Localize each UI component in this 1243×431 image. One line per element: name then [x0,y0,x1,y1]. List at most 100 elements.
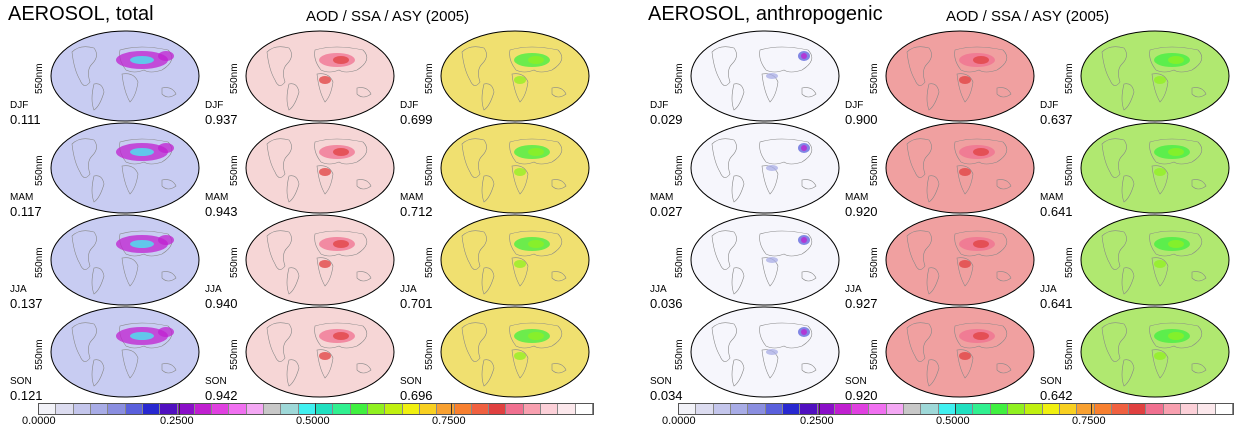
continent-outline [286,83,300,111]
continent-outline [759,46,813,73]
continent-outline [1149,322,1203,349]
colorbar-cell [817,404,835,414]
continent-outline [481,175,495,203]
colorbar-cell [973,404,991,414]
map-hotspot [801,145,807,151]
continent-outline [511,165,529,195]
season-label: DJF [650,100,669,111]
continent-outline [711,138,737,178]
continent-outline [91,175,105,203]
colorbar-cell [869,404,887,414]
colorbar-cell [1129,404,1147,414]
continent-outline [266,322,292,362]
colorbar-cell [938,404,956,414]
colorbar-cell [834,404,853,414]
colorbar-cell [1163,404,1182,414]
asy-map-mam [440,122,590,214]
continent-outline [954,138,1008,165]
colorbar-cell [575,404,593,414]
panel-subtitle: AOD / SSA / ASY (2005) [946,8,1110,25]
aod-value: 0.034 [650,388,683,403]
continent-outline [1149,46,1203,73]
wavelength-label: 550nm [1064,63,1075,94]
colorbar-cell [696,404,714,414]
continent-outline [801,271,817,282]
map-hotspot [1154,352,1166,360]
asy-value: 0.712 [400,204,433,219]
colorbar-cell [73,404,91,414]
continent-outline [926,83,940,111]
colorbar-cell [454,404,472,414]
colorbar-cell [1059,404,1078,414]
colorbar-cell [1198,404,1216,414]
map-globe [1080,306,1230,398]
continent-outline [91,267,105,295]
continent-outline [1151,349,1169,379]
map-hotspot [319,260,331,268]
asy-value: 0.696 [400,388,433,403]
colorbar-cell [489,404,507,414]
asy-map-son [440,306,590,398]
map-hotspot [333,148,349,156]
map-hotspot [973,240,989,248]
ssa-map-jja [245,214,395,306]
map-hotspot [333,240,349,248]
continent-outline [906,230,932,270]
season-label: JJA [10,284,27,295]
continent-outline [1151,165,1169,195]
ssa-value: 0.937 [205,112,238,127]
colorbar-cell [1111,404,1130,414]
continent-outline [481,83,495,111]
wavelength-label: 550nm [229,247,240,278]
continent-outline [511,73,529,103]
map-hotspot [766,165,778,171]
continent-outline [461,322,487,362]
continent-outline [1101,230,1127,270]
ssa-map-djf [245,30,395,122]
aod-value: 0.029 [650,112,683,127]
continent-outline [731,359,745,387]
colorbar-cell [765,404,783,414]
continent-outline [71,230,97,270]
continent-outline [461,138,487,178]
map-hotspot [514,260,526,268]
continent-outline [1191,179,1207,190]
map-hotspot [528,148,544,156]
continent-outline [71,46,97,86]
map-hotspot [959,168,971,176]
continent-outline [286,359,300,387]
map-hotspot [801,237,807,243]
asy-map-jja [1080,214,1230,306]
colorbar-cell [713,404,731,414]
colorbar-cell [419,404,438,414]
colorbar-cell [125,404,143,414]
season-label: SON [1040,376,1062,387]
colorbar-cell [56,404,74,414]
colorbar-tick-label: 0.5000 [296,415,330,427]
colorbar-cell [886,404,905,414]
map-hotspot [158,235,174,245]
continent-outline [71,322,97,362]
season-label: SON [205,376,227,387]
map-hotspot [319,168,331,176]
continent-outline [996,87,1012,98]
season-label: SON [10,376,32,387]
colorbar-tick-mark [451,403,452,415]
season-label: MAM [845,192,869,203]
asy-value: 0.637 [1040,112,1073,127]
continent-outline [511,257,529,287]
colorbar-cell [1094,404,1112,414]
map-globe [50,214,200,306]
panel-title: AEROSOL, anthropogenic [648,3,883,25]
map-hotspot [801,53,807,59]
colorbar-cell [800,404,818,414]
colorbar [678,403,1234,415]
map-hotspot [766,73,778,79]
colorbar-cell [264,404,282,414]
map-globe [50,306,200,398]
map-hotspot [1154,260,1166,268]
colorbar-tick-label: 0.7500 [1072,415,1106,427]
colorbar-cell [471,404,490,414]
continent-outline [954,46,1008,73]
colorbar-tick-mark [1091,403,1092,415]
